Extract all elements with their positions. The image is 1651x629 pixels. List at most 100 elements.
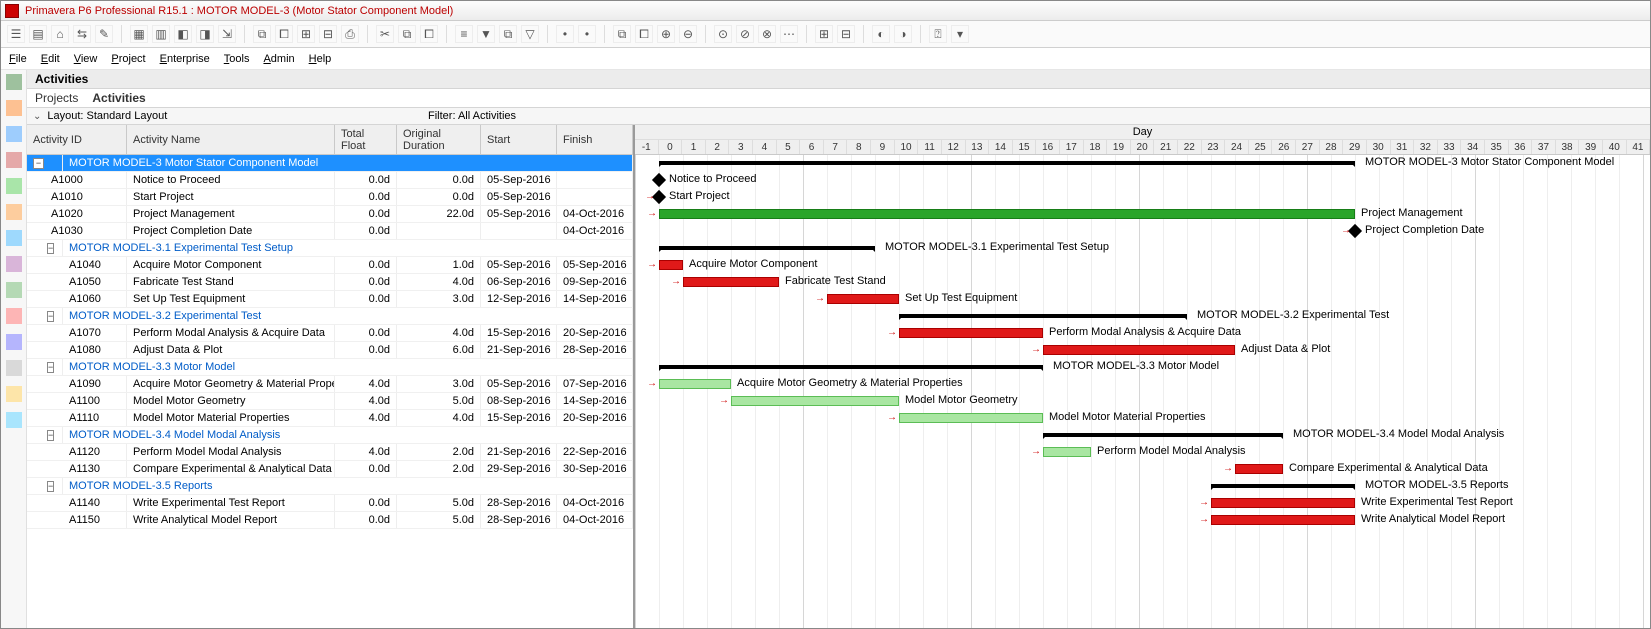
activity-row[interactable]: A1110Model Motor Material Properties4.0d… — [27, 410, 633, 427]
gantt-row[interactable]: MOTOR MODEL-3.3 Motor Model — [635, 359, 1650, 376]
activity-row[interactable]: A1050Fabricate Test Stand0.0d4.0d06-Sep-… — [27, 274, 633, 291]
toolstrip-icon[interactable] — [6, 282, 22, 298]
group-row[interactable]: −MOTOR MODEL-3.3 Motor Model — [27, 359, 633, 376]
gantt-chart[interactable]: Day -10123456789101112131415161718192021… — [635, 125, 1650, 628]
toolbar-button[interactable]: ◨ — [196, 25, 214, 43]
tab-activities[interactable]: Activities — [92, 91, 145, 105]
toolstrip-icon[interactable] — [6, 360, 22, 376]
task-bar[interactable] — [731, 396, 899, 406]
toolbar-button[interactable]: ⇲ — [218, 25, 236, 43]
menu-view[interactable]: View — [74, 53, 98, 65]
col-total-float[interactable]: Total Float — [335, 125, 397, 154]
grid-body[interactable]: −MOTOR MODEL-3 Motor Stator Component Mo… — [27, 155, 633, 628]
activity-grid[interactable]: Activity ID Activity Name Total Float Or… — [27, 125, 635, 628]
task-bar[interactable] — [1043, 345, 1235, 355]
toolbar-button[interactable]: ⌂ — [51, 25, 69, 43]
activity-row[interactable]: A1030Project Completion Date0.0d04-Oct-2… — [27, 223, 633, 240]
group-row[interactable]: −MOTOR MODEL-3.2 Experimental Test — [27, 308, 633, 325]
activity-row[interactable]: A1060Set Up Test Equipment0.0d3.0d12-Sep… — [27, 291, 633, 308]
task-bar[interactable] — [899, 413, 1043, 423]
toolbar-button[interactable]: ▽ — [521, 25, 539, 43]
col-finish[interactable]: Finish — [557, 125, 633, 154]
task-bar[interactable] — [827, 294, 899, 304]
activity-row[interactable]: A1020Project Management0.0d22.0d05-Sep-2… — [27, 206, 633, 223]
activity-row[interactable]: A1100Model Motor Geometry4.0d5.0d08-Sep-… — [27, 393, 633, 410]
toolstrip-icon[interactable] — [6, 256, 22, 272]
toolstrip-icon[interactable] — [6, 126, 22, 142]
menu-project[interactable]: Project — [111, 53, 145, 65]
activity-row[interactable]: A1080Adjust Data & Plot0.0d6.0d21-Sep-20… — [27, 342, 633, 359]
toolbar-button[interactable]: ⊞ — [815, 25, 833, 43]
tab-projects[interactable]: Projects — [35, 91, 78, 105]
toolbar-button[interactable]: ⊟ — [837, 25, 855, 43]
toolbar-button[interactable]: ⊘ — [736, 25, 754, 43]
gantt-row[interactable]: →Compare Experimental & Analytical Data — [635, 461, 1650, 478]
task-bar[interactable] — [899, 328, 1043, 338]
toolstrip-icon[interactable] — [6, 100, 22, 116]
toolstrip-icon[interactable] — [6, 308, 22, 324]
gantt-row[interactable]: →Model Motor Material Properties — [635, 410, 1650, 427]
gantt-row[interactable]: →Project Management — [635, 206, 1650, 223]
gantt-row[interactable]: Notice to Proceed — [635, 172, 1650, 189]
toolbar-button[interactable]: ⧠ — [420, 25, 438, 43]
activity-row[interactable]: A1120Perform Model Modal Analysis4.0d2.0… — [27, 444, 633, 461]
expand-toggle-icon[interactable]: − — [47, 481, 54, 492]
menu-admin[interactable]: Admin — [263, 53, 294, 65]
gantt-body[interactable]: MOTOR MODEL-3 Motor Stator Component Mod… — [635, 155, 1650, 628]
gantt-row[interactable]: →Set Up Test Equipment — [635, 291, 1650, 308]
toolbar-button[interactable]: ⊖ — [679, 25, 697, 43]
group-row[interactable]: −MOTOR MODEL-3.5 Reports — [27, 478, 633, 495]
toolstrip-icon[interactable] — [6, 334, 22, 350]
title-bar[interactable]: Primavera P6 Professional R15.1 : MOTOR … — [1, 1, 1650, 21]
toolstrip-icon[interactable] — [6, 74, 22, 90]
gantt-row[interactable]: MOTOR MODEL-3 Motor Stator Component Mod… — [635, 155, 1650, 172]
menu-help[interactable]: Help — [309, 53, 332, 65]
gantt-row[interactable]: →Write Experimental Test Report — [635, 495, 1650, 512]
toolbar-button[interactable]: • — [556, 25, 574, 43]
gantt-row[interactable]: MOTOR MODEL-3.4 Model Modal Analysis — [635, 427, 1650, 444]
group-row[interactable]: −MOTOR MODEL-3 Motor Stator Component Mo… — [27, 155, 633, 172]
toolbar-button[interactable]: ⊕ — [657, 25, 675, 43]
task-bar[interactable] — [659, 209, 1355, 219]
activity-row[interactable]: A1130Compare Experimental & Analytical D… — [27, 461, 633, 478]
gantt-row[interactable]: →Adjust Data & Plot — [635, 342, 1650, 359]
toolbar-button[interactable]: ⧠ — [275, 25, 293, 43]
activity-row[interactable]: A1150Write Analytical Model Report0.0d5.… — [27, 512, 633, 529]
toolbar-button[interactable]: ◑ — [894, 25, 912, 43]
left-toolstrip[interactable] — [1, 70, 27, 628]
toolbar-button[interactable]: ▤ — [29, 25, 47, 43]
gantt-row[interactable]: →Start Project — [635, 189, 1650, 206]
toolbar-button[interactable]: ▼ — [477, 25, 495, 43]
toolbar-button[interactable]: ✎ — [95, 25, 113, 43]
toolbar-button[interactable]: ⧠ — [635, 25, 653, 43]
toolstrip-icon[interactable] — [6, 412, 22, 428]
toolbar-button[interactable]: ⧉ — [499, 25, 517, 43]
col-start[interactable]: Start — [481, 125, 557, 154]
toolbar-button[interactable]: ⇆ — [73, 25, 91, 43]
toolbar-button[interactable]: ◧ — [174, 25, 192, 43]
toolbar-button[interactable]: ▦ — [130, 25, 148, 43]
gantt-row[interactable]: →Acquire Motor Geometry & Material Prope… — [635, 376, 1650, 393]
tabs[interactable]: Projects Activities — [27, 89, 1650, 108]
toolbar-button[interactable]: • — [578, 25, 596, 43]
toolbar-button[interactable]: ⊟ — [319, 25, 337, 43]
toolbar-button[interactable]: ◐ — [872, 25, 890, 43]
toolstrip-icon[interactable] — [6, 386, 22, 402]
summary-bar[interactable] — [659, 161, 1355, 165]
toolbar-button[interactable]: ⋯ — [780, 25, 798, 43]
col-activity-id[interactable]: Activity ID — [27, 125, 127, 154]
expand-toggle-icon[interactable]: − — [47, 362, 54, 373]
gantt-row[interactable]: →Fabricate Test Stand — [635, 274, 1650, 291]
toolstrip-icon[interactable] — [6, 178, 22, 194]
gantt-row[interactable]: →Model Motor Geometry — [635, 393, 1650, 410]
grid-header[interactable]: Activity ID Activity Name Total Float Or… — [27, 125, 633, 155]
toolstrip-icon[interactable] — [6, 204, 22, 220]
menu-edit[interactable]: Edit — [41, 53, 60, 65]
task-bar[interactable] — [1043, 447, 1091, 457]
menu-tools[interactable]: Tools — [224, 53, 250, 65]
activity-row[interactable]: A1070Perform Modal Analysis & Acquire Da… — [27, 325, 633, 342]
gantt-row[interactable]: MOTOR MODEL-3.5 Reports — [635, 478, 1650, 495]
toolstrip-icon[interactable] — [6, 152, 22, 168]
task-bar[interactable] — [659, 260, 683, 270]
gantt-row[interactable]: →Project Completion Date — [635, 223, 1650, 240]
